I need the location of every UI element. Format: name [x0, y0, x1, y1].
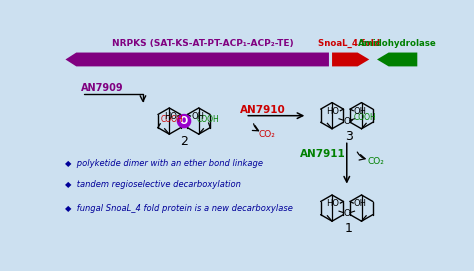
Polygon shape: [377, 53, 417, 66]
Text: AN7909: AN7909: [81, 83, 124, 93]
Text: HO: HO: [164, 112, 177, 121]
Text: OH: OH: [191, 112, 204, 121]
Text: COOH: COOH: [354, 113, 377, 122]
Polygon shape: [65, 53, 329, 66]
Text: HO: HO: [327, 199, 339, 208]
Text: NRPKS (SAT-KS-AT-PT-ACP₁-ACP₂-TE): NRPKS (SAT-KS-AT-PT-ACP₁-ACP₂-TE): [112, 39, 293, 48]
Text: ◆  tandem regioselective decarboxylation: ◆ tandem regioselective decarboxylation: [65, 180, 241, 189]
Text: CO₂: CO₂: [258, 130, 275, 140]
Text: OH: OH: [354, 199, 367, 208]
Text: COOH: COOH: [196, 115, 219, 124]
Text: COOH: COOH: [161, 115, 184, 124]
Text: SnoaL_4 fold: SnoaL_4 fold: [318, 39, 380, 48]
Polygon shape: [332, 53, 369, 66]
Text: 3: 3: [345, 130, 353, 143]
Text: ◆  polyketide dimer with an ether bond linkage: ◆ polyketide dimer with an ether bond li…: [65, 159, 264, 168]
Text: ◆  fungal SnoaL_4 fold protein is a new decarboxylase: ◆ fungal SnoaL_4 fold protein is a new d…: [65, 204, 293, 212]
Text: Amidohydrolase: Amidohydrolase: [358, 39, 437, 48]
Text: O: O: [343, 209, 350, 218]
Text: CO₂: CO₂: [367, 157, 384, 166]
Text: AN7911: AN7911: [300, 149, 346, 159]
Text: 2: 2: [180, 135, 188, 148]
Circle shape: [177, 115, 191, 128]
Text: 1: 1: [345, 222, 353, 235]
Text: HO: HO: [327, 107, 339, 116]
Text: O: O: [180, 116, 188, 126]
Text: AN7910: AN7910: [240, 105, 286, 115]
Text: OH: OH: [354, 107, 367, 116]
Text: O: O: [343, 117, 350, 125]
